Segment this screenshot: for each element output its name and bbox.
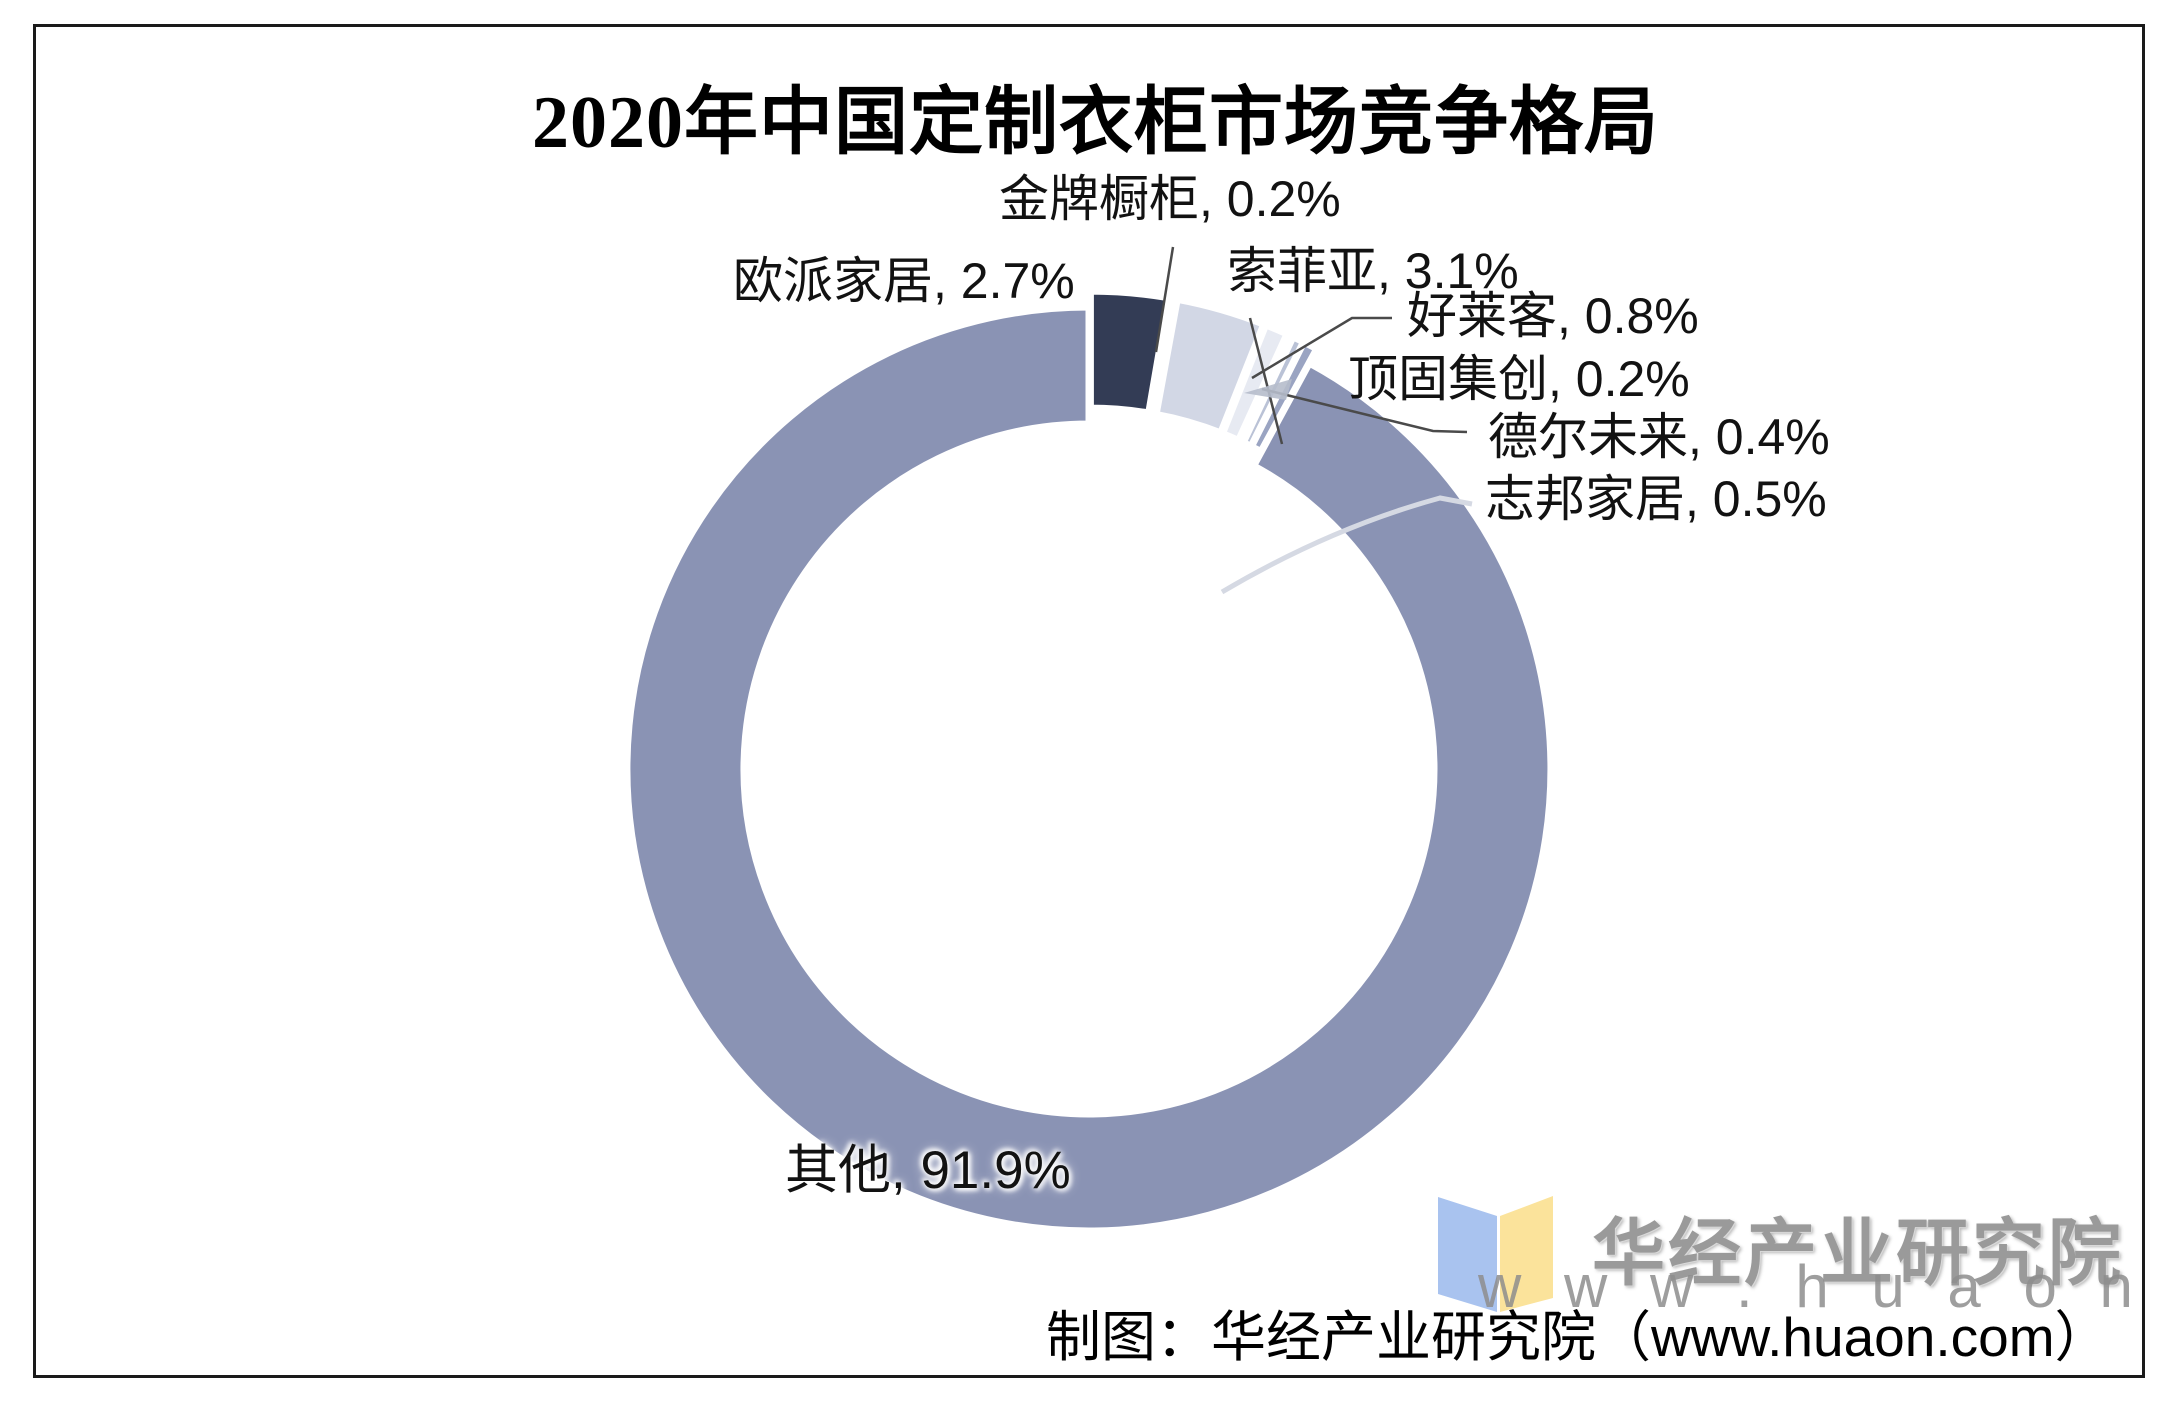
- watermark-brand-text: 华经产业研究院: [1592, 1213, 2124, 1294]
- leader-arrowhead: [1244, 379, 1292, 400]
- leader-zhibang-line: [1220, 495, 1473, 595]
- footer-credit: 制图：华经产业研究院（www.huaon.com）: [1046, 1306, 2110, 1368]
- leader-lines: [1154, 246, 1468, 445]
- slice-label-haolaike: 好莱客, 0.8%: [1407, 288, 1699, 344]
- donut-slices: [623, 287, 1555, 1235]
- slice-label-oupai-jiaju: 欧派家居, 2.7%: [733, 253, 1075, 309]
- slice-label-deer-weilai: 德尔未来, 0.4%: [1488, 409, 1830, 465]
- leader-holike-line: [1251, 316, 1392, 380]
- slice-label-dinggu-jichuang: 顶固集创, 0.2%: [1348, 351, 1690, 407]
- slice-label-sofeiya: 索菲亚, 3.1%: [1227, 243, 1519, 299]
- leader-dinggu-line: [1248, 317, 1284, 445]
- donut-slice-7: [623, 303, 1555, 1235]
- logo-right-page: [1500, 1196, 1553, 1312]
- logo-left-page: [1438, 1197, 1497, 1312]
- slice-label-zhibang-jiaju: 志邦家居, 0.5%: [1485, 471, 1827, 527]
- leader-jinpai-line: [1154, 246, 1175, 353]
- chart-title: 2020年中国定制衣柜市场竞争格局: [532, 82, 1659, 164]
- watermark-url-text: w w w . h u a o n . c o m: [1478, 1253, 2172, 1320]
- slice-label-jinpai-chugui: 金牌橱柜, 0.2%: [999, 171, 1341, 227]
- huajing-logo: [1438, 1196, 1553, 1312]
- slice-label-qita: 其他, 91.9%: [785, 1141, 1071, 1200]
- leader-deer-line: [1261, 387, 1468, 434]
